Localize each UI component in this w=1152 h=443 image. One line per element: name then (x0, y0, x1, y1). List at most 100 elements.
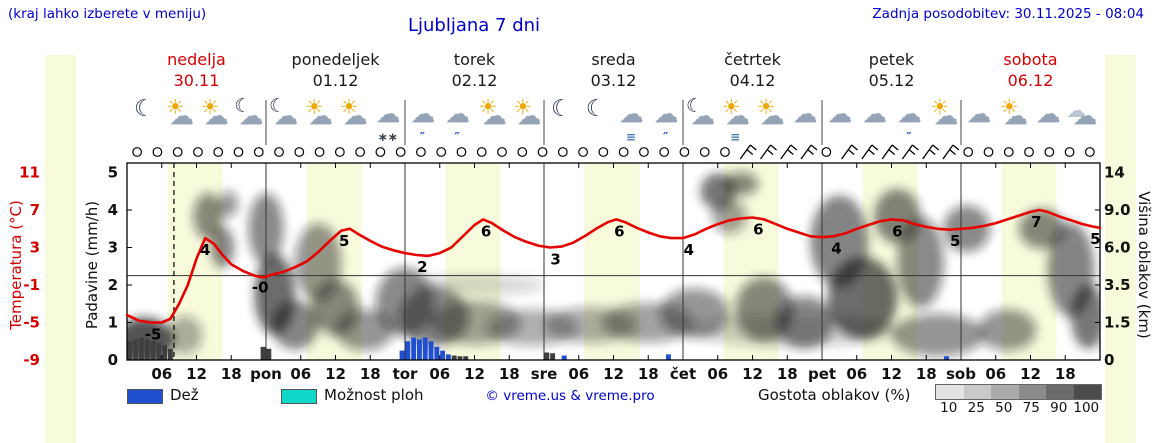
precip-tick-label: 4 (108, 201, 118, 219)
rain-mark: ″ (419, 130, 426, 144)
sun-glyph: ☀ (478, 95, 498, 119)
x-tick-label: 12 (325, 365, 346, 383)
precip-bar (144, 339, 150, 360)
cloud-glyph: ☁ (343, 102, 368, 130)
x-tick-label: sob (946, 365, 976, 383)
temp-value-label: 5 (950, 232, 960, 250)
cloud-glyph: ☁ (445, 100, 470, 128)
cloud-blob (335, 309, 394, 351)
day-header: torek 02.12 (405, 49, 544, 91)
day-date: 06.12 (1007, 71, 1054, 90)
precip-tick-label: 5 (108, 164, 118, 182)
scale-box (1046, 385, 1074, 399)
weather-icon-moon-cloud: ☾ ☁ (266, 94, 301, 144)
temp-value-label: 6 (753, 221, 763, 239)
scale-value: 100 (1073, 400, 1100, 416)
day-date: 04.12 (729, 71, 776, 90)
temp-value-label: 4 (200, 241, 210, 259)
precip-bar (399, 350, 405, 360)
wind-calm-icon (639, 147, 649, 157)
copyright-link[interactable]: © vreme.us & vreme.pro (485, 388, 655, 404)
wind-calm-icon (1003, 147, 1014, 157)
wind-calm-icon (476, 147, 487, 157)
x-tick-label: pet (808, 365, 836, 383)
precip-bar (260, 346, 266, 360)
wind-calm-icon (416, 147, 426, 157)
x-tick-label: 18 (221, 365, 242, 383)
wind-calm-icon (1044, 147, 1055, 157)
wind-calm-icon (436, 147, 447, 157)
scale-value: 50 (995, 400, 1013, 416)
wind-calm-icon (375, 147, 386, 157)
wind-calm-icon (132, 147, 143, 157)
shower-legend-swatch (281, 389, 317, 404)
x-tick-label: 18 (1055, 365, 1076, 383)
weather-icon-cloud: ☁ (787, 94, 822, 144)
wind-barb-icon (942, 144, 960, 160)
cloud-blob (193, 193, 223, 240)
cloud-glyph: ☁ (897, 100, 922, 128)
wind-calm-icon (537, 147, 548, 157)
temp-value-label: 6 (892, 222, 902, 240)
sun-glyph: ☀ (513, 95, 533, 119)
weather-icon-cloud: ☁ ″ (440, 94, 475, 144)
precip-bar (944, 356, 949, 360)
precip-bar (445, 354, 451, 360)
scale-box (1073, 385, 1101, 399)
temp-value-label: 6 (614, 222, 624, 240)
precip-bar (463, 356, 469, 360)
wind-barb-icon (739, 144, 757, 160)
scale-box (963, 385, 991, 399)
x-tick-label: 18 (916, 365, 937, 383)
wind-calm-icon (983, 147, 994, 157)
wind-calm-icon (334, 147, 345, 157)
cloud-blob (219, 191, 238, 217)
wind-barb-icon (922, 144, 940, 160)
weather-icon-moon-cloud: ☾ ☁ (683, 94, 718, 144)
day-header: sobota 06.12 (961, 49, 1100, 91)
day-header: petek 05.12 (822, 49, 961, 91)
cloud-blob (167, 315, 203, 355)
wind-calm-icon (314, 147, 325, 157)
precip-bar (167, 348, 173, 360)
precip-tick-label: 1 (108, 314, 118, 332)
weather-icon-sun-cloud: ☀ ☁ (475, 94, 510, 144)
rain-mark: ″ (906, 130, 912, 144)
fog-mark: ≡ (625, 130, 636, 144)
sun-glyph: ☀ (200, 95, 220, 119)
cloud-glyph: ☁ (934, 102, 959, 130)
day-name: torek (453, 50, 496, 69)
day-name: sreda (591, 50, 636, 69)
weather-icon-sun-cloud: ☀ ☁ (926, 94, 961, 144)
sun-glyph: ☀ (930, 95, 950, 119)
cloud-glyph: ☁ (482, 102, 507, 130)
temp-value-label: -5 (145, 326, 162, 344)
precip-bar (138, 337, 144, 360)
wind-calm-icon (578, 147, 588, 157)
x-tick-label: 06 (568, 365, 589, 383)
sun-glyph: ☀ (304, 95, 324, 119)
temperature-tick-label: -1 (23, 276, 40, 294)
x-tick-label: 18 (638, 365, 659, 383)
wind-calm-icon (720, 147, 730, 157)
weather-icon-sun-cloud: ☀ ☁ (301, 94, 336, 144)
scale-box (1018, 385, 1046, 399)
x-tick-label: 06 (985, 365, 1006, 383)
weather-icon-cloud: ☁ ″ (892, 94, 927, 144)
weather-icon-cloud: ☁ ∗∗ (370, 94, 405, 144)
wind-calm-icon (152, 147, 163, 157)
temperature-line (125, 208, 1102, 324)
cloud-height-tick-label: 6.0 (1104, 239, 1131, 257)
day-header: četrtek 04.12 (683, 49, 822, 91)
wind-calm-icon (699, 147, 710, 157)
day-date: 05.12 (868, 71, 915, 90)
x-tick-label: tor (393, 365, 418, 383)
precip-bar (428, 341, 434, 360)
wind-calm-icon (193, 147, 203, 157)
scale-value: 75 (1022, 400, 1040, 416)
sun-glyph: ☀ (999, 95, 1019, 119)
cloud-glyph: ☁ (654, 100, 679, 128)
precip-bar (162, 345, 168, 360)
x-tick-label: sre (531, 365, 558, 383)
temp-value-label: 6 (481, 222, 491, 240)
